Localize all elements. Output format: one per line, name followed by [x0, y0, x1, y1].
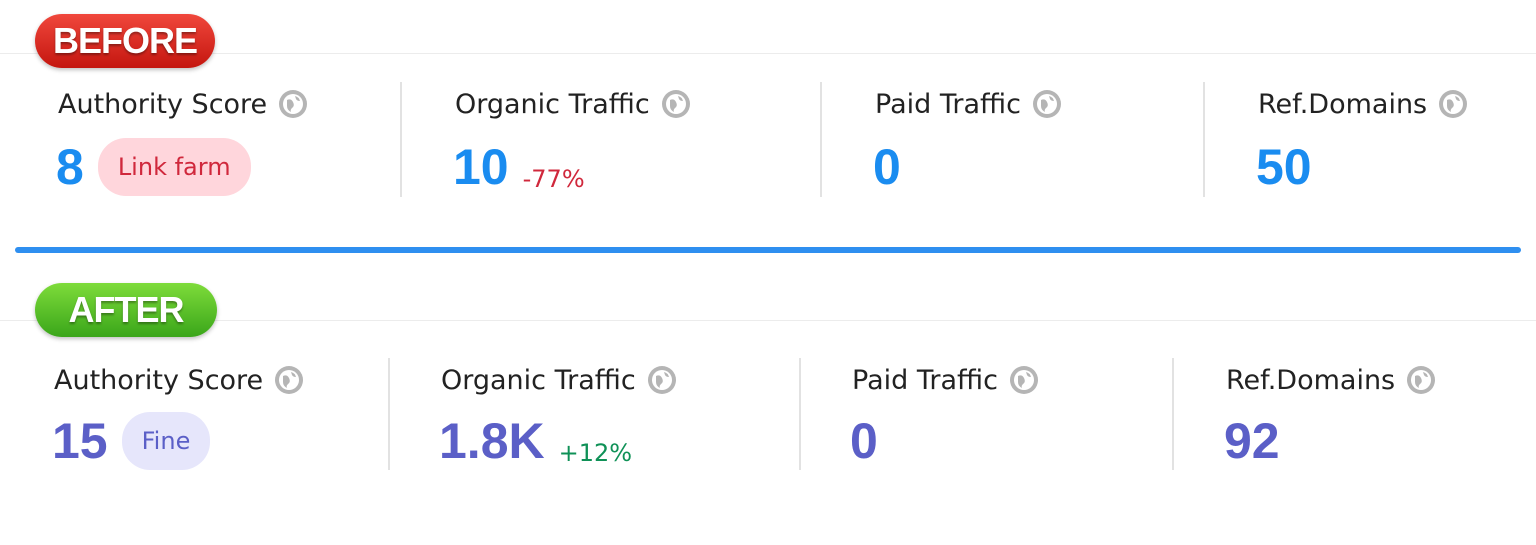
- info-icon: [1439, 90, 1468, 118]
- metric-title: Authority Score: [58, 88, 268, 120]
- info-icon: [661, 90, 690, 118]
- info-icon: [1032, 90, 1061, 118]
- divider-bar: [15, 247, 1521, 253]
- section-badge: BEFORE: [35, 14, 215, 68]
- column-divider: [400, 82, 402, 197]
- metric-title: Ref.Domains: [1226, 364, 1396, 396]
- info-icon: [1009, 366, 1038, 394]
- metric-title-row: Paid Traffic: [875, 87, 1063, 121]
- info-icon: [647, 366, 676, 394]
- change-percent: +12%: [558, 439, 633, 467]
- metric-value: 92: [1224, 413, 1280, 469]
- metric-value-row: 1.8K +12%: [439, 411, 632, 471]
- metric-title: Ref.Domains: [1258, 88, 1428, 120]
- column-divider: [1203, 82, 1205, 197]
- status-tag: Link farm: [97, 138, 251, 196]
- metric-title-row: Ref.Domains: [1258, 87, 1469, 121]
- metric-title: Organic Traffic: [455, 88, 650, 120]
- metric-title-row: Paid Traffic: [852, 363, 1040, 397]
- metric-value: 8: [56, 139, 84, 195]
- metric-value-row: 8 Link farm: [56, 137, 251, 197]
- info-icon: [275, 366, 304, 394]
- metric-value: 15: [52, 413, 108, 469]
- section-badge: AFTER: [35, 283, 217, 337]
- metric-value-row: 50: [1256, 137, 1312, 197]
- column-divider: [1172, 358, 1174, 470]
- metric-title-row: Authority Score: [58, 87, 309, 121]
- metric-value: 10: [453, 139, 509, 195]
- metric-title: Paid Traffic: [875, 88, 1021, 120]
- metric-value-row: 92: [1224, 411, 1280, 471]
- metric-value: 0: [873, 139, 901, 195]
- column-divider: [820, 82, 822, 197]
- separator: [0, 53, 1536, 54]
- metric-value-row: 0: [850, 411, 878, 471]
- metric-title: Organic Traffic: [441, 364, 636, 396]
- metric-value-row: 15 Fine: [52, 411, 211, 471]
- column-divider: [388, 358, 390, 470]
- separator: [0, 320, 1536, 321]
- info-icon: [279, 90, 308, 118]
- metric-title-row: Organic Traffic: [441, 363, 678, 397]
- metric-value-row: 0: [873, 137, 901, 197]
- metric-title: Authority Score: [54, 364, 264, 396]
- metric-value: 1.8K: [439, 413, 545, 469]
- metric-title-row: Organic Traffic: [455, 87, 692, 121]
- metric-value: 0: [850, 413, 878, 469]
- status-tag: Fine: [121, 412, 211, 470]
- metric-title-row: Ref.Domains: [1226, 363, 1437, 397]
- info-icon: [1407, 366, 1436, 394]
- metric-title-row: Authority Score: [54, 363, 305, 397]
- column-divider: [799, 358, 801, 470]
- metric-title: Paid Traffic: [852, 364, 998, 396]
- metric-value: 50: [1256, 139, 1312, 195]
- metric-value-row: 10 -77%: [453, 137, 585, 197]
- change-percent: -77%: [522, 165, 585, 193]
